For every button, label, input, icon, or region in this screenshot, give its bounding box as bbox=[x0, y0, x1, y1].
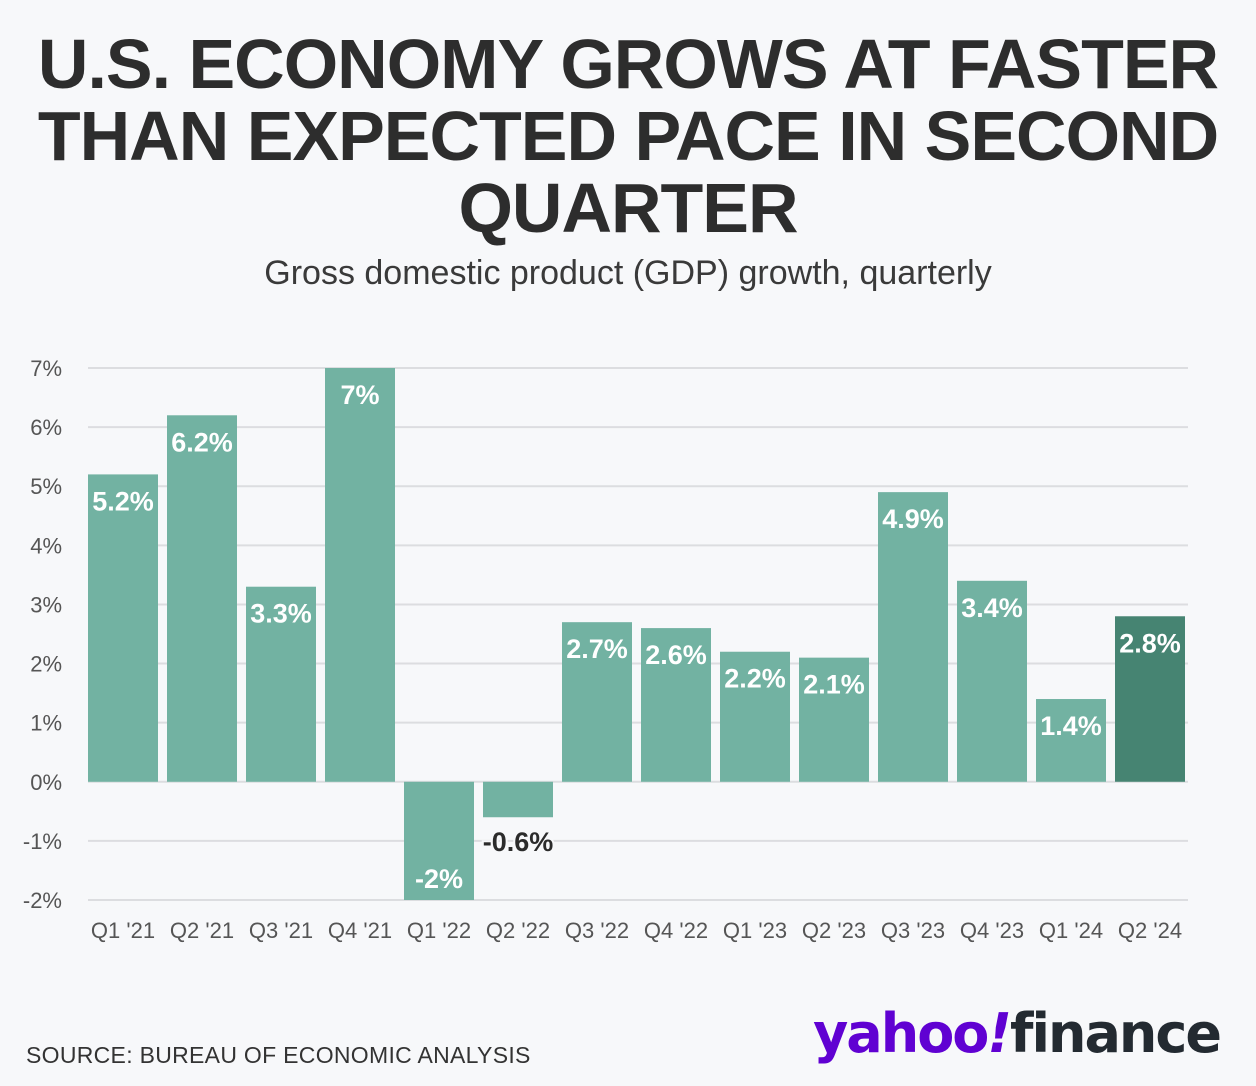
y-tick-label: -1% bbox=[23, 829, 62, 854]
y-tick-label: 2% bbox=[30, 652, 62, 677]
bar bbox=[1115, 616, 1185, 782]
y-tick-label: 5% bbox=[30, 474, 62, 499]
bar bbox=[799, 657, 869, 782]
y-tick-label: 1% bbox=[30, 711, 62, 736]
bar bbox=[404, 781, 474, 900]
bar bbox=[1036, 699, 1106, 782]
y-tick-label: -2% bbox=[23, 888, 62, 913]
x-tick-label: Q2 '21 bbox=[170, 918, 234, 943]
data-label: 2.7% bbox=[566, 634, 628, 664]
data-label: 1.4% bbox=[1040, 711, 1102, 741]
data-label: 2.2% bbox=[724, 664, 786, 694]
source-note: SOURCE: BUREAU OF ECONOMIC ANALYSIS bbox=[26, 1042, 531, 1068]
x-tick-label: Q3 '22 bbox=[565, 918, 629, 943]
x-tick-label: Q2 '22 bbox=[486, 918, 550, 943]
y-tick-label: 4% bbox=[30, 533, 62, 558]
bars bbox=[88, 368, 1185, 900]
data-label: 5.2% bbox=[92, 486, 154, 516]
data-label: -0.6% bbox=[483, 827, 554, 857]
data-label: 7% bbox=[340, 380, 379, 410]
x-tick-label: Q3 '23 bbox=[881, 918, 945, 943]
y-tick-label: 3% bbox=[30, 592, 62, 617]
data-label: -2% bbox=[415, 864, 463, 894]
bar bbox=[878, 492, 948, 782]
data-labels: 5.2% 6.2% 3.3% 7% -2% -0.6% 2.7% 2.6% 2.2% 2.1% 4.… bbox=[90, 378, 1183, 896]
x-tick-label: Q4 '21 bbox=[328, 918, 392, 943]
x-tick-label: Q1 '23 bbox=[723, 918, 787, 943]
bar bbox=[483, 781, 553, 818]
data-label: 4.9% bbox=[882, 504, 944, 534]
gdp-bar-chart: 7% 6% 5% 4% 3% 2% 1% 0% -1% -2% 5.2% 6.2% 3.3% 7% -2%… bbox=[23, 356, 1188, 943]
data-label: 2.8% bbox=[1119, 628, 1181, 658]
chart-title: U.S. ECONOMY GROWS AT FASTER THAN EXPECT… bbox=[37, 25, 1219, 247]
x-tick-label: Q4 '22 bbox=[644, 918, 708, 943]
x-tick-label: Q1 '24 bbox=[1039, 918, 1103, 943]
x-tick-label: Q1 '22 bbox=[407, 918, 471, 943]
data-label: 2.6% bbox=[645, 640, 707, 670]
bar bbox=[957, 580, 1027, 782]
chart-subtitle: Gross domestic product (GDP) growth, qua… bbox=[264, 254, 992, 292]
x-tick-label: Q1 '21 bbox=[91, 918, 155, 943]
data-label: 6.2% bbox=[171, 427, 233, 457]
data-label: 3.3% bbox=[250, 599, 312, 629]
y-tick-label: 7% bbox=[30, 356, 62, 381]
bar bbox=[167, 415, 237, 782]
y-axis-ticks: 7% 6% 5% 4% 3% 2% 1% 0% -1% -2% bbox=[23, 356, 62, 913]
x-tick-label: Q2 '23 bbox=[802, 918, 866, 943]
x-tick-label: Q2 '24 bbox=[1118, 918, 1182, 943]
logo-exclamation: ! bbox=[987, 1002, 1012, 1065]
bar bbox=[88, 474, 158, 782]
logo-finance-text: finance bbox=[1010, 1002, 1222, 1065]
yahoo-finance-logo: yahoo!finance bbox=[813, 1002, 1222, 1065]
x-tick-label: Q4 '23 bbox=[960, 918, 1024, 943]
y-tick-label: 0% bbox=[30, 770, 62, 795]
bar bbox=[720, 651, 790, 782]
bar bbox=[641, 628, 711, 782]
y-tick-label: 6% bbox=[30, 415, 62, 440]
data-label: 3.4% bbox=[961, 593, 1023, 623]
x-tick-label: Q3 '21 bbox=[249, 918, 313, 943]
data-label: 2.1% bbox=[803, 670, 865, 700]
logo-yahoo-text: yahoo bbox=[813, 1002, 989, 1065]
bar bbox=[325, 368, 395, 782]
x-axis-ticks: Q1 '21 Q2 '21 Q3 '21 Q4 '21 Q1 '22 Q2 '22 Q3 '… bbox=[91, 918, 1182, 943]
bar bbox=[562, 622, 632, 782]
bar bbox=[246, 586, 316, 782]
